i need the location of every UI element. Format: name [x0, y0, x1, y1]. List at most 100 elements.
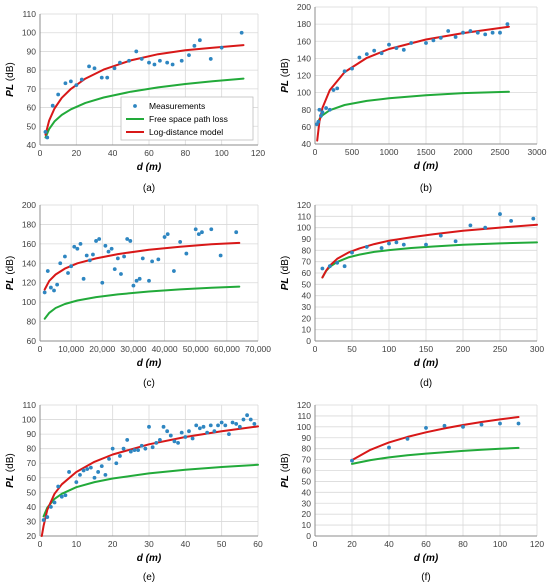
- x-tick-label: 150: [419, 344, 433, 354]
- measurement-point: [168, 433, 173, 438]
- chart-panel-e: 20 30 40 50 60 70 80 90 100 110 0 10 20 30 40 50 60 d (m)…: [5, 400, 263, 583]
- measurement-point: [442, 423, 447, 428]
- measurement-point: [461, 424, 465, 429]
- free-space-line: [316, 90, 510, 126]
- measurement-point: [119, 272, 123, 276]
- measurement-point: [468, 223, 473, 228]
- measurement-point: [125, 237, 130, 241]
- x-tick-label: 20: [108, 539, 118, 549]
- measurement-point: [154, 440, 159, 445]
- measurement-point: [152, 62, 157, 67]
- measurement-point: [147, 278, 151, 283]
- x-tick-label: 70,000: [245, 344, 271, 354]
- measurement-point: [92, 66, 97, 71]
- measurement-point: [81, 276, 86, 281]
- x-axis-label: d (m): [137, 162, 162, 173]
- y-tick-label: 40: [302, 487, 312, 497]
- measurement-point: [184, 251, 189, 256]
- y-tick-label: 20: [302, 313, 312, 323]
- measurement-point: [122, 254, 126, 259]
- x-tick-label: 60: [144, 148, 154, 158]
- y-tick-label: 80: [27, 317, 37, 327]
- measurement-point: [161, 424, 166, 429]
- measurement-point: [78, 472, 82, 477]
- measurement-point: [483, 32, 488, 37]
- measurement-point: [165, 60, 170, 65]
- y-tick-label: 40: [302, 291, 312, 301]
- measurement-point: [193, 227, 198, 232]
- legend-label: Measurements: [149, 101, 205, 111]
- x-tick-label: 10,000: [58, 344, 84, 354]
- measurement-point: [190, 436, 195, 441]
- measurement-point: [409, 41, 414, 45]
- measurement-point: [137, 276, 142, 281]
- measurement-point: [112, 66, 117, 71]
- x-tick-label: 0: [313, 147, 318, 157]
- measurement-point: [178, 240, 183, 244]
- x-tick-label: 0: [38, 148, 43, 158]
- y-tick-label: 100: [297, 223, 311, 233]
- y-tick-label: 100: [297, 422, 311, 432]
- y-tick-label: 70: [302, 455, 312, 465]
- measurement-point: [179, 58, 184, 63]
- measurement-point: [200, 230, 204, 235]
- y-tick-label: 90: [302, 234, 312, 244]
- y-tick-label: 120: [297, 71, 311, 81]
- x-tick-label: 1000: [380, 147, 399, 157]
- measurement-point: [208, 57, 213, 61]
- measurement-point: [50, 103, 55, 108]
- y-tick-label: 30: [302, 302, 312, 312]
- measurement-point: [387, 42, 391, 47]
- measurement-point: [68, 79, 73, 84]
- measurement-point: [350, 250, 354, 255]
- log-distance-line: [316, 25, 510, 142]
- y-tick-label: 110: [297, 411, 311, 421]
- measurement-point: [41, 518, 46, 522]
- x-tick-label: 50: [217, 539, 227, 549]
- x-tick-label: 250: [493, 344, 507, 354]
- y-tick-label: 200: [22, 200, 36, 210]
- y-tick-label: 140: [297, 53, 311, 63]
- panel-caption: (c): [143, 378, 155, 389]
- y-tick-label: 90: [302, 433, 312, 443]
- measurement-point: [223, 423, 228, 428]
- measurement-point: [216, 423, 220, 428]
- measurement-point: [192, 43, 197, 48]
- measurement-point: [424, 242, 428, 247]
- measurement-point: [212, 429, 217, 434]
- log-distance-line: [351, 416, 520, 462]
- measurement-point: [162, 235, 167, 239]
- x-tick-label: 100: [382, 344, 396, 354]
- x-tick-label: 3000: [528, 147, 547, 157]
- y-tick-label: 40: [302, 139, 312, 149]
- measurement-point: [97, 237, 102, 241]
- legend-label: Free space path loss: [149, 114, 228, 124]
- log-distance-line: [44, 44, 245, 136]
- measurement-point: [187, 429, 191, 434]
- measurement-point: [335, 260, 340, 265]
- x-tick-label: 40,000: [152, 344, 178, 354]
- x-tick-label: 20,000: [89, 344, 115, 354]
- measurement-point: [78, 241, 83, 246]
- panel-caption: (b): [420, 183, 432, 194]
- x-axis-label: d (m): [414, 161, 439, 172]
- measurement-point: [143, 446, 148, 451]
- y-axis-label: PL (dB): [5, 62, 16, 96]
- measurement-point: [324, 106, 328, 110]
- panel-caption: (f): [421, 572, 430, 583]
- measurement-point: [106, 249, 111, 254]
- legend: Measurements Free space path loss Log-dist…: [120, 96, 254, 141]
- x-tick-label: 0: [38, 539, 43, 549]
- x-tick-label: 50: [347, 344, 357, 354]
- measurement-point: [147, 424, 151, 429]
- measurement-point: [209, 227, 214, 232]
- x-axis-label: d (m): [137, 358, 162, 369]
- measurement-point: [252, 422, 257, 426]
- measurement-point: [56, 484, 61, 489]
- measurement-point: [139, 57, 144, 61]
- x-tick-label: 30: [144, 539, 154, 549]
- measurement-point: [87, 64, 91, 69]
